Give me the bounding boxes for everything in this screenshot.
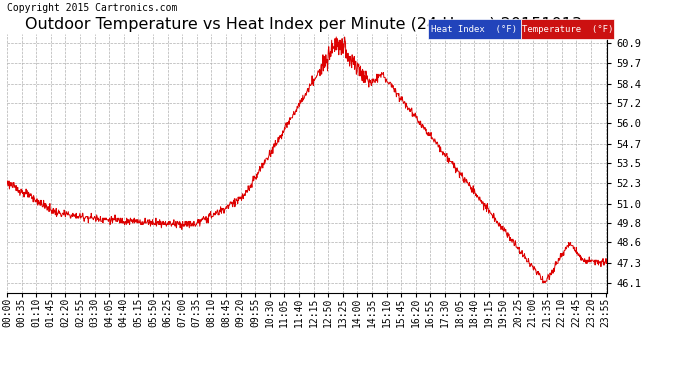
Text: Copyright 2015 Cartronics.com: Copyright 2015 Cartronics.com [7, 3, 177, 13]
Text: Heat Index  (°F): Heat Index (°F) [431, 25, 518, 34]
Text: Temperature  (°F): Temperature (°F) [522, 25, 613, 34]
Text: Outdoor Temperature vs Heat Index per Minute (24 Hours) 20151013: Outdoor Temperature vs Heat Index per Mi… [25, 17, 582, 32]
